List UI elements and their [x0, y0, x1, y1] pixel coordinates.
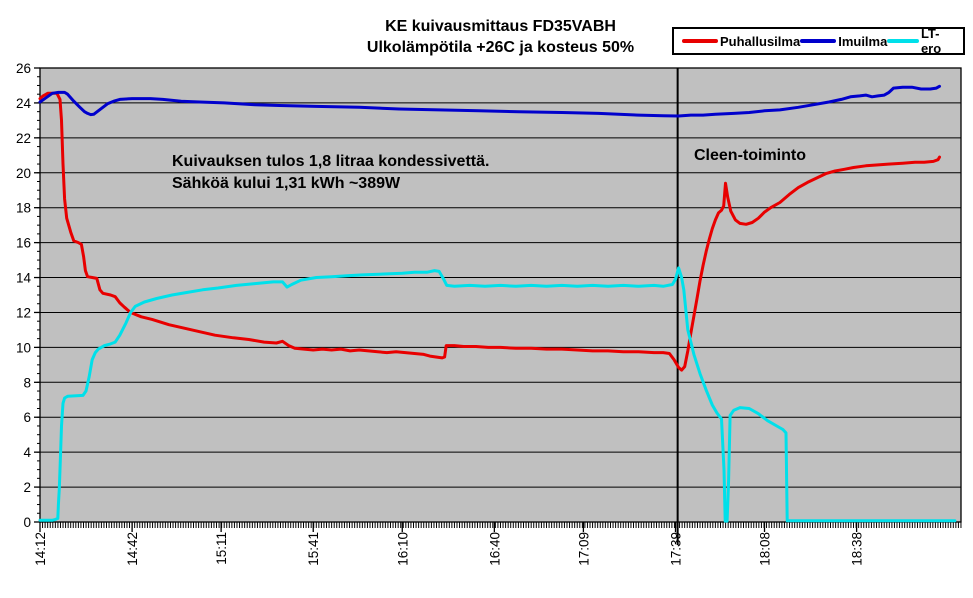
- result-annotation-line2: Sähköä kului 1,31 kWh ~389W: [172, 175, 401, 192]
- result-annotation: Kuivauksen tulos 1,8 litraa kondessivett…: [172, 151, 489, 195]
- y-axis-label: 2: [23, 480, 31, 495]
- x-axis-label: 17:39: [668, 532, 683, 566]
- x-axis-label: 18:08: [758, 532, 773, 566]
- blue-line-swatch-icon: [800, 39, 837, 43]
- red-line-swatch-icon: [682, 39, 718, 43]
- y-axis-label: 6: [23, 410, 31, 425]
- x-axis-label: 16:10: [395, 532, 410, 566]
- chart-legend: Puhallusilma Imuilma LT-ero: [672, 26, 965, 56]
- y-axis-label: 4: [23, 445, 31, 460]
- x-axis-label: 15:11: [214, 532, 229, 565]
- cleen-event-label: Cleen-toiminto: [694, 147, 806, 164]
- y-axis-label: 18: [16, 201, 31, 216]
- y-axis-label: 8: [23, 375, 31, 390]
- series-line-lt-ero: [38, 266, 957, 523]
- legend-item-imuilma: Imuilma: [800, 34, 887, 49]
- result-annotation-line1: Kuivauksen tulos 1,8 litraa kondessivett…: [172, 153, 490, 170]
- chart-title-line1: KE kuivausmittaus FD35VABH: [385, 18, 616, 35]
- x-axis-label: 14:12: [33, 532, 48, 566]
- series-line-imuilma: [38, 84, 941, 118]
- legend-item-puhallusilma: Puhallusilma: [682, 34, 800, 49]
- y-axis-label: 20: [16, 166, 31, 181]
- y-axis-label: 24: [16, 96, 32, 111]
- legend-label-puhallusilma: Puhallusilma: [720, 33, 801, 49]
- x-axis-label: 17:09: [576, 532, 591, 566]
- y-axis-label: 16: [16, 236, 31, 251]
- cyan-line-swatch-icon: [887, 39, 919, 43]
- y-axis-label: 12: [16, 305, 31, 320]
- x-axis-label: 14:42: [125, 532, 140, 566]
- y-axis-label: 22: [16, 131, 31, 146]
- series-line-puhallusilma: [38, 91, 941, 372]
- y-axis-label: 14: [16, 271, 32, 286]
- chart-title: KE kuivausmittaus FD35VABH Ulkolämpötila…: [14, 16, 973, 58]
- y-axis-label: 10: [16, 340, 31, 355]
- legend-item-lt-ero: LT-ero: [887, 26, 955, 56]
- legend-label-imuilma: Imuilma: [838, 33, 888, 49]
- y-axis-label: 26: [16, 61, 31, 76]
- x-axis-label: 18:38: [850, 532, 865, 566]
- chart-title-line2: Ulkolämpötila +26C ja kosteus 50%: [366, 39, 635, 56]
- x-axis-label: 15:41: [306, 532, 321, 566]
- plot-area: [40, 68, 961, 522]
- y-axis-label: 0: [23, 515, 31, 530]
- x-axis-label: 16:40: [487, 532, 502, 566]
- legend-label-lt-ero: LT-ero: [920, 26, 942, 56]
